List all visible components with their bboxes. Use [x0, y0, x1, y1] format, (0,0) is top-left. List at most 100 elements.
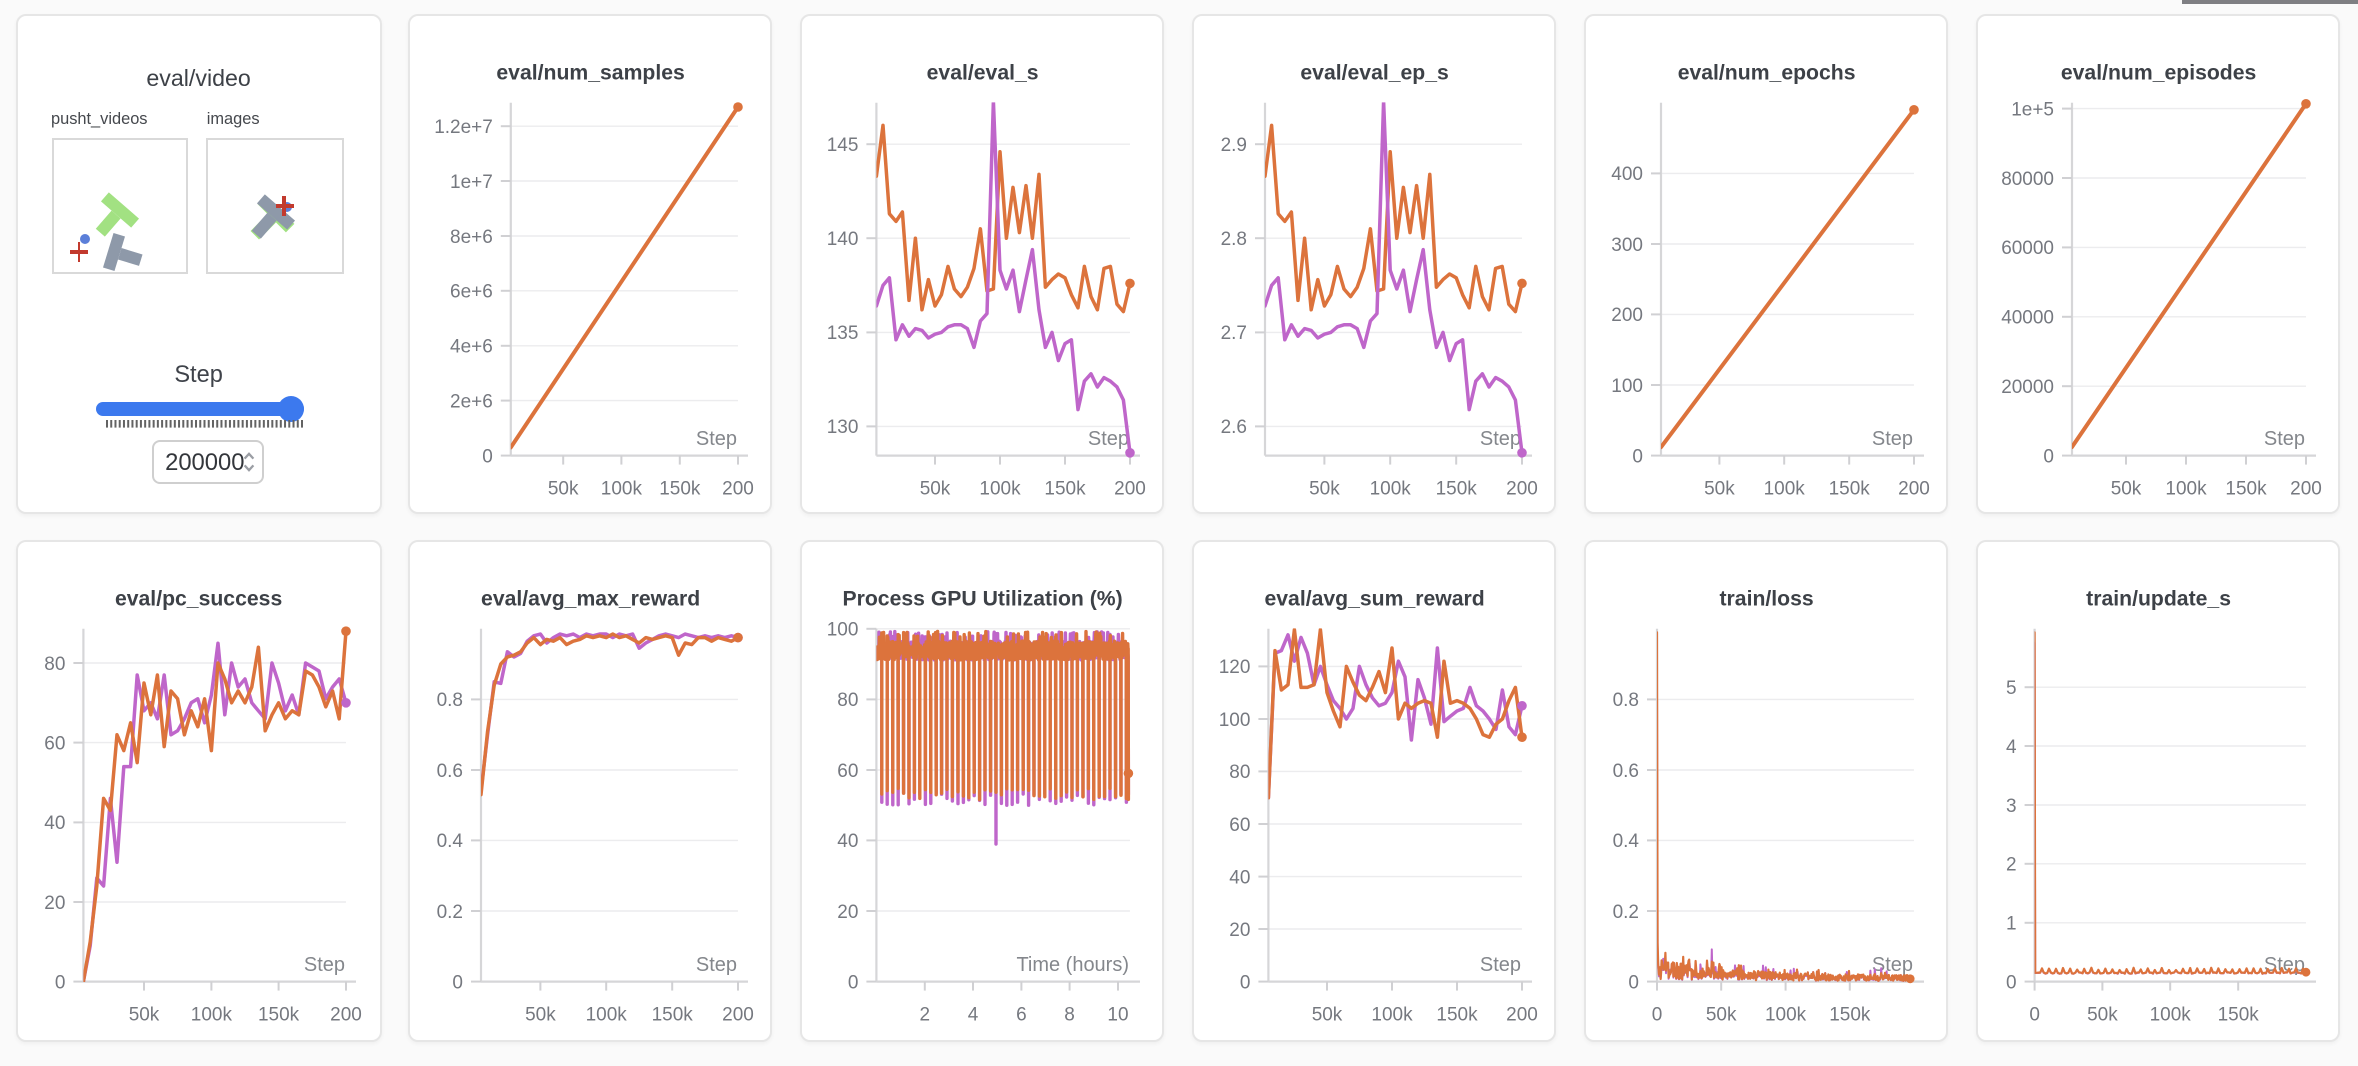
- svg-text:Time (hours): Time (hours): [1016, 955, 1129, 977]
- svg-text:6: 6: [1016, 1005, 1027, 1026]
- svg-text:135: 135: [826, 322, 858, 343]
- svg-text:8: 8: [1064, 1005, 1075, 1026]
- svg-text:Process GPU Utilization (%): Process GPU Utilization (%): [842, 588, 1122, 611]
- svg-text:200: 200: [1897, 478, 1929, 499]
- svg-text:50k: 50k: [919, 478, 950, 499]
- svg-text:80: 80: [44, 655, 65, 676]
- svg-text:0.8: 0.8: [436, 691, 462, 712]
- svg-text:100: 100: [1610, 375, 1642, 396]
- svg-text:0: 0: [1628, 973, 1639, 994]
- svg-text:50k: 50k: [2086, 1005, 2117, 1026]
- svg-text:0: 0: [482, 446, 493, 467]
- svg-text:eval/eval_s: eval/eval_s: [926, 61, 1038, 84]
- svg-text:150k: 150k: [1044, 478, 1086, 499]
- svg-text:2.8: 2.8: [1220, 228, 1246, 249]
- svg-text:0: 0: [2042, 446, 2053, 467]
- svg-text:300: 300: [1610, 234, 1642, 255]
- svg-text:200: 200: [1506, 478, 1538, 499]
- svg-text:5: 5: [2005, 679, 2016, 700]
- svg-text:50k: 50k: [2110, 478, 2141, 499]
- svg-text:200: 200: [330, 1005, 362, 1026]
- svg-text:60000: 60000: [2000, 237, 2053, 258]
- svg-text:50k: 50k: [1705, 1005, 1736, 1026]
- svg-text:Step: Step: [1479, 955, 1520, 977]
- svg-text:0.6: 0.6: [1612, 762, 1638, 783]
- svg-text:20: 20: [1229, 921, 1250, 942]
- svg-text:0: 0: [55, 973, 66, 994]
- svg-text:150k: 150k: [1828, 478, 1870, 499]
- svg-text:1: 1: [2005, 914, 2016, 935]
- svg-text:4: 4: [2005, 738, 2016, 759]
- svg-text:80: 80: [837, 691, 858, 712]
- svg-text:100: 100: [1218, 711, 1250, 732]
- svg-text:2.6: 2.6: [1220, 416, 1246, 437]
- svg-text:40: 40: [837, 832, 858, 853]
- svg-text:100k: 100k: [585, 1005, 627, 1026]
- svg-text:0: 0: [2005, 973, 2016, 994]
- svg-text:Step: Step: [1479, 427, 1520, 449]
- svg-text:2: 2: [2005, 855, 2016, 876]
- svg-text:150k: 150k: [2224, 478, 2266, 499]
- svg-text:Step: Step: [696, 955, 737, 977]
- svg-text:Step: Step: [1871, 427, 1912, 449]
- svg-text:train/loss: train/loss: [1719, 588, 1813, 611]
- svg-text:2e+6: 2e+6: [450, 391, 493, 412]
- svg-text:150k: 150k: [659, 478, 701, 499]
- svg-text:80000: 80000: [2000, 168, 2053, 189]
- svg-text:100k: 100k: [1763, 478, 1805, 499]
- svg-text:0.4: 0.4: [1612, 832, 1638, 853]
- svg-text:Step: Step: [2263, 427, 2304, 449]
- svg-text:400: 400: [1610, 163, 1642, 184]
- svg-text:150k: 150k: [1435, 478, 1477, 499]
- svg-text:eval/num_epochs: eval/num_epochs: [1677, 61, 1855, 84]
- svg-text:100k: 100k: [191, 1005, 233, 1026]
- svg-text:0: 0: [1651, 1005, 1662, 1026]
- svg-text:100k: 100k: [2164, 478, 2206, 499]
- svg-text:2.7: 2.7: [1220, 322, 1246, 343]
- svg-text:Step: Step: [1087, 427, 1128, 449]
- svg-text:0: 0: [452, 973, 463, 994]
- svg-text:10: 10: [1107, 1005, 1128, 1026]
- svg-text:100: 100: [826, 620, 858, 641]
- svg-text:50k: 50k: [525, 1005, 556, 1026]
- svg-text:50k: 50k: [1308, 478, 1339, 499]
- svg-text:6e+6: 6e+6: [450, 281, 493, 302]
- svg-text:Step: Step: [1871, 955, 1912, 977]
- svg-text:150k: 150k: [651, 1005, 693, 1026]
- svg-text:200: 200: [722, 478, 754, 499]
- svg-text:150k: 150k: [2217, 1005, 2259, 1026]
- svg-text:50k: 50k: [129, 1005, 160, 1026]
- svg-text:200: 200: [1610, 304, 1642, 325]
- svg-text:130: 130: [826, 416, 858, 437]
- svg-text:100k: 100k: [979, 478, 1021, 499]
- svg-text:eval/eval_ep_s: eval/eval_ep_s: [1300, 61, 1448, 84]
- svg-text:100k: 100k: [601, 478, 643, 499]
- svg-text:60: 60: [1229, 816, 1250, 837]
- svg-text:eval/num_episodes: eval/num_episodes: [2060, 61, 2255, 84]
- svg-text:eval/avg_max_reward: eval/avg_max_reward: [481, 588, 700, 611]
- svg-text:200: 200: [1506, 1005, 1538, 1026]
- svg-text:80: 80: [1229, 763, 1250, 784]
- svg-text:train/update_s: train/update_s: [2085, 588, 2230, 611]
- svg-text:60: 60: [837, 762, 858, 783]
- svg-text:150k: 150k: [258, 1005, 300, 1026]
- svg-text:Step: Step: [696, 427, 737, 449]
- svg-text:40000: 40000: [2000, 307, 2053, 328]
- svg-text:145: 145: [826, 134, 858, 155]
- svg-text:120: 120: [1218, 658, 1250, 679]
- svg-text:100k: 100k: [1764, 1005, 1806, 1026]
- svg-text:0: 0: [847, 973, 858, 994]
- svg-text:eval/pc_success: eval/pc_success: [115, 588, 282, 611]
- svg-text:150k: 150k: [1828, 1005, 1870, 1026]
- svg-text:200: 200: [1114, 478, 1146, 499]
- svg-text:eval/avg_sum_reward: eval/avg_sum_reward: [1264, 588, 1484, 611]
- svg-text:150k: 150k: [1436, 1005, 1478, 1026]
- svg-text:0.2: 0.2: [1612, 903, 1638, 924]
- svg-text:4e+6: 4e+6: [450, 336, 493, 357]
- svg-text:3: 3: [2005, 797, 2016, 818]
- svg-text:4: 4: [967, 1005, 978, 1026]
- svg-text:0: 0: [2028, 1005, 2039, 1026]
- svg-text:0.6: 0.6: [436, 762, 462, 783]
- svg-text:40: 40: [44, 814, 65, 835]
- svg-text:40: 40: [1229, 868, 1250, 889]
